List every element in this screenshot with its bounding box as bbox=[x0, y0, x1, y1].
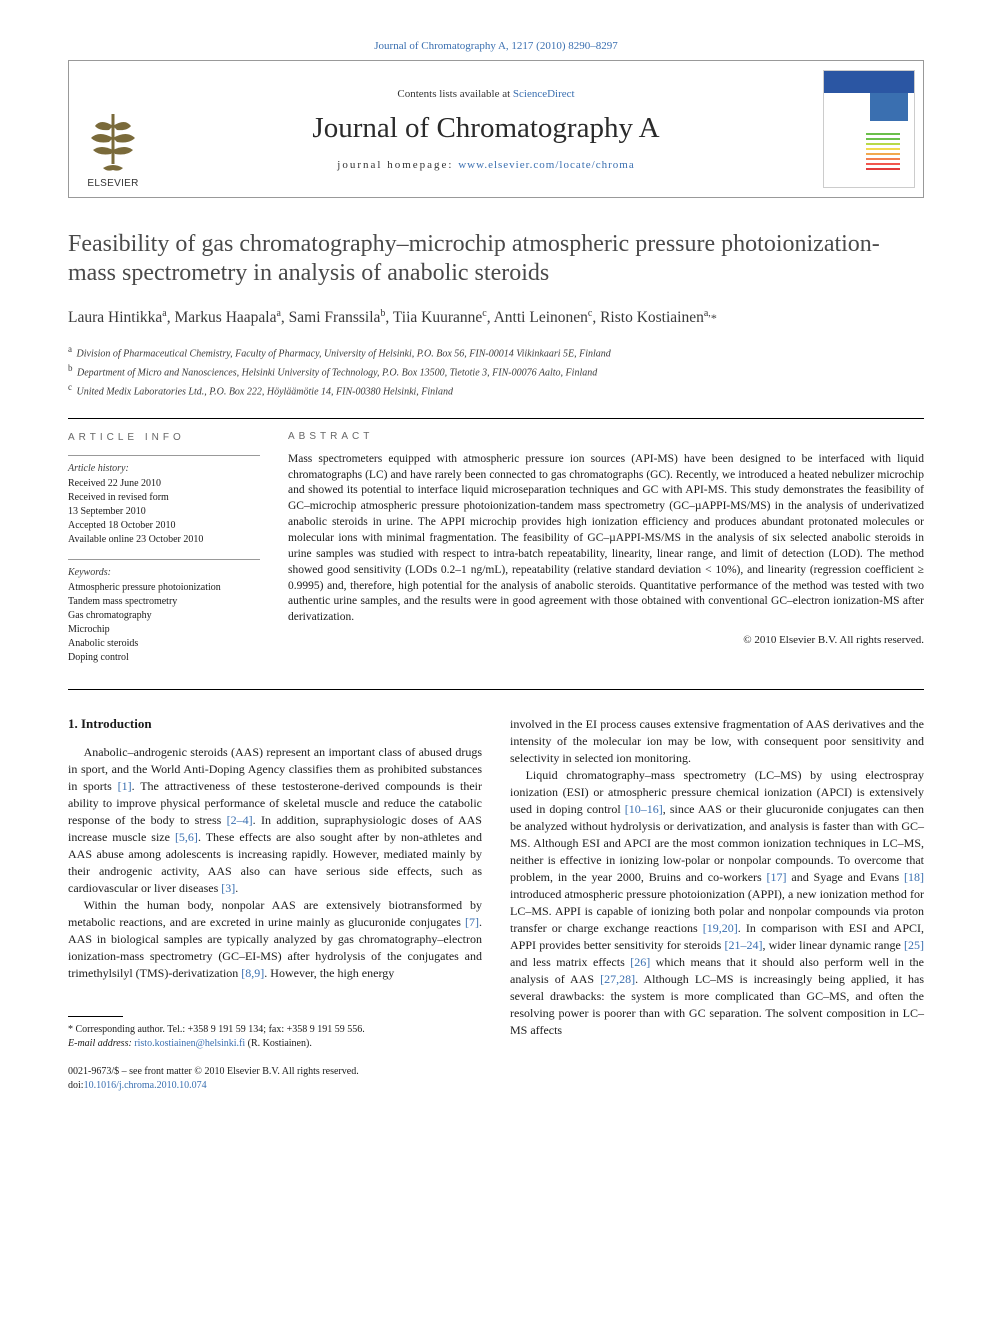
email-label: E-mail address: bbox=[68, 1038, 132, 1049]
history-line: Accepted 18 October 2010 bbox=[68, 519, 260, 533]
left-column: 1. Introduction Anabolic–androgenic ster… bbox=[68, 716, 482, 1093]
citation-link[interactable]: [26] bbox=[630, 955, 650, 969]
footnote-divider bbox=[68, 1016, 123, 1017]
homepage-link[interactable]: www.elsevier.com/locate/chroma bbox=[458, 159, 635, 171]
corr-author-line: * Corresponding author. Tel.: +358 9 191… bbox=[68, 1023, 482, 1037]
keyword-line: Tandem mass spectrometry bbox=[68, 595, 260, 609]
right-column: involved in the EI process causes extens… bbox=[510, 716, 924, 1093]
citation-link[interactable]: [2–4] bbox=[227, 813, 253, 827]
divider bbox=[68, 418, 924, 419]
homepage-prefix: journal homepage: bbox=[337, 159, 458, 171]
section-heading: 1. Introduction bbox=[68, 716, 482, 732]
body-paragraph: Liquid chromatography–mass spectrometry … bbox=[510, 767, 924, 1040]
history-line: Available online 23 October 2010 bbox=[68, 533, 260, 547]
keywords-block: Keywords: Atmospheric pressure photoioni… bbox=[68, 566, 260, 665]
corresponding-author-footnote: * Corresponding author. Tel.: +358 9 191… bbox=[68, 1023, 482, 1051]
history-line: Received 22 June 2010 bbox=[68, 477, 260, 491]
elsevier-tree-icon bbox=[83, 106, 143, 176]
keyword-line: Anabolic steroids bbox=[68, 637, 260, 651]
journal-cover-thumbnail bbox=[815, 61, 923, 197]
info-divider bbox=[68, 455, 260, 456]
citation-link[interactable]: [17] bbox=[767, 870, 787, 884]
keyword-line: Atmospheric pressure photoionization bbox=[68, 581, 260, 595]
journal-name: Journal of Chromatography A bbox=[312, 112, 659, 145]
keyword-line: Gas chromatography bbox=[68, 609, 260, 623]
abstract-copyright: © 2010 Elsevier B.V. All rights reserved… bbox=[288, 634, 924, 646]
affiliation-line: c United Medix Laboratories Ltd., P.O. B… bbox=[68, 381, 924, 400]
affiliation-line: b Department of Micro and Nanosciences, … bbox=[68, 362, 924, 381]
affiliation-line: a Division of Pharmaceutical Chemistry, … bbox=[68, 343, 924, 362]
issn-line: 0021-9673/$ – see front matter © 2010 El… bbox=[68, 1065, 482, 1079]
abstract-column: abstract Mass spectrometers equipped wit… bbox=[288, 431, 924, 677]
header-center: Contents lists available at ScienceDirec… bbox=[157, 61, 815, 197]
article-info-heading: article info bbox=[68, 431, 260, 445]
body-two-column: 1. Introduction Anabolic–androgenic ster… bbox=[68, 716, 924, 1093]
citation-link[interactable]: [18] bbox=[904, 870, 924, 884]
journal-header-box: ELSEVIER Contents lists available at Sci… bbox=[68, 60, 924, 198]
history-line: Received in revised form bbox=[68, 491, 260, 505]
info-divider bbox=[68, 559, 260, 560]
email-link[interactable]: risto.kostiainen@helsinki.fi bbox=[134, 1038, 245, 1049]
section-title: Introduction bbox=[81, 716, 152, 731]
author-list: Laura Hintikkaa, Markus Haapalaa, Sami F… bbox=[68, 307, 924, 330]
cover-colored-lines bbox=[866, 133, 900, 173]
citation-link[interactable]: [7] bbox=[465, 915, 479, 929]
article-title: Feasibility of gas chromatography–microc… bbox=[68, 230, 924, 289]
keywords-lines: Atmospheric pressure photoionizationTand… bbox=[68, 581, 260, 665]
citation-link[interactable]: [19,20] bbox=[703, 921, 738, 935]
article-history-label: Article history: bbox=[68, 462, 260, 476]
sciencedirect-link[interactable]: ScienceDirect bbox=[513, 88, 575, 100]
keyword-line: Microchip bbox=[68, 623, 260, 637]
history-line: 13 September 2010 bbox=[68, 505, 260, 519]
article-history-lines: Received 22 June 2010Received in revised… bbox=[68, 477, 260, 547]
doi-prefix: doi: bbox=[68, 1080, 84, 1091]
citation-link[interactable]: [25] bbox=[904, 938, 924, 952]
citation-line: Journal of Chromatography A, 1217 (2010)… bbox=[68, 40, 924, 52]
abstract-text: Mass spectrometers equipped with atmosph… bbox=[288, 452, 924, 626]
publisher-name: ELSEVIER bbox=[87, 178, 138, 189]
citation-link[interactable]: [5,6] bbox=[175, 830, 198, 844]
affiliations: a Division of Pharmaceutical Chemistry, … bbox=[68, 343, 924, 399]
front-matter-note: 0021-9673/$ – see front matter © 2010 El… bbox=[68, 1065, 482, 1093]
publisher-logo: ELSEVIER bbox=[69, 61, 157, 197]
abstract-heading: abstract bbox=[288, 431, 924, 442]
citation-link[interactable]: [21–24] bbox=[724, 938, 762, 952]
contents-available-line: Contents lists available at ScienceDirec… bbox=[397, 88, 574, 100]
article-history-block: Article history: Received 22 June 2010Re… bbox=[68, 462, 260, 547]
keyword-line: Doping control bbox=[68, 651, 260, 665]
article-info-sidebar: article info Article history: Received 2… bbox=[68, 431, 260, 677]
journal-homepage-line: journal homepage: www.elsevier.com/locat… bbox=[337, 159, 634, 171]
email-person: (R. Kostiainen). bbox=[248, 1038, 312, 1049]
body-paragraph: involved in the EI process causes extens… bbox=[510, 716, 924, 767]
contents-prefix: Contents lists available at bbox=[397, 88, 512, 100]
body-paragraph: Within the human body, nonpolar AAS are … bbox=[68, 897, 482, 982]
citation-link[interactable]: [10–16] bbox=[625, 802, 663, 816]
keywords-label: Keywords: bbox=[68, 566, 260, 580]
citation-link[interactable]: [8,9] bbox=[241, 966, 264, 980]
section-number: 1. bbox=[68, 716, 78, 731]
doi-link[interactable]: 10.1016/j.chroma.2010.10.074 bbox=[84, 1080, 207, 1091]
divider bbox=[68, 689, 924, 690]
citation-link[interactable]: [27,28] bbox=[600, 972, 635, 986]
body-paragraph: Anabolic–androgenic steroids (AAS) repre… bbox=[68, 744, 482, 897]
citation-link[interactable]: [3] bbox=[221, 881, 235, 895]
citation-link[interactable]: [1] bbox=[118, 779, 132, 793]
